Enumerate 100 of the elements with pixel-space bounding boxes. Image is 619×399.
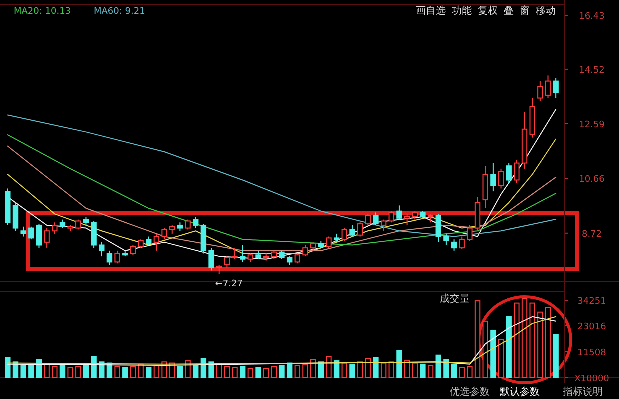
candlestick: [388, 210, 394, 224]
candlestick: [553, 78, 559, 99]
bar: [350, 364, 356, 378]
candlestick: [350, 224, 356, 238]
bar: [553, 334, 559, 378]
candlestick: [193, 216, 199, 229]
text: MA20: 10.13: [14, 7, 72, 17]
annotation: 移动: [536, 5, 556, 17]
bar: [177, 366, 184, 378]
bar: [224, 366, 230, 378]
candlestick: [490, 162, 496, 192]
candlestick: [342, 228, 348, 242]
candlestick: [380, 219, 387, 232]
bar: [506, 316, 512, 378]
bar: [482, 320, 488, 378]
y-tick-label: 8.72: [582, 230, 602, 240]
text: 优选参数: [450, 386, 490, 398]
annotation: 功能: [452, 5, 472, 17]
candlestick: [20, 226, 26, 238]
candlestick: [36, 224, 42, 249]
text: MA60: 9.21: [94, 7, 146, 17]
bar: [60, 365, 66, 378]
y-tick-label: 23016: [578, 322, 607, 332]
candlestick: [208, 248, 214, 272]
bar: [498, 339, 504, 378]
candlestick: [12, 202, 19, 232]
bar: [52, 366, 58, 378]
bar: [530, 302, 536, 378]
candlestick: [154, 233, 160, 252]
candlestick: [91, 220, 97, 249]
bar: [154, 365, 160, 378]
candlestick: [232, 248, 238, 260]
annotation: 窗: [520, 5, 530, 17]
candlestick: [451, 239, 458, 252]
y-tick-label: 10.66: [579, 175, 606, 186]
bar: [467, 366, 473, 378]
bar: [44, 364, 50, 378]
candlestick: [294, 253, 301, 264]
bar: [68, 367, 74, 378]
candlestick: [130, 244, 136, 256]
bar: [365, 358, 371, 378]
bar: [474, 300, 481, 378]
bar: [302, 364, 308, 378]
bar: [522, 298, 528, 378]
bar: [444, 359, 450, 378]
candlestick: [185, 219, 191, 230]
candlestick: [444, 233, 450, 246]
candlestick: [44, 228, 50, 249]
bar: [326, 356, 332, 378]
candlestick: [404, 214, 410, 226]
candlestick: [76, 219, 82, 230]
bar: [193, 365, 199, 378]
bar: [130, 366, 136, 378]
text: 默认参数: [499, 386, 540, 398]
bar: [122, 367, 128, 378]
annotation: 复权: [478, 5, 498, 17]
candlestick: [357, 222, 364, 238]
bar: [240, 366, 246, 378]
candlestick: [467, 224, 473, 242]
annotation: 叠: [504, 6, 514, 17]
bar: [428, 365, 434, 378]
bar: [114, 366, 120, 378]
bar: [334, 360, 340, 378]
bar: [263, 368, 270, 378]
candlestick: [240, 244, 246, 263]
bar: [83, 365, 90, 378]
annotation: ←7.27: [215, 279, 243, 290]
bar: [294, 365, 301, 378]
bar: [271, 366, 278, 378]
bar: [76, 366, 82, 378]
candlestick: [162, 228, 168, 240]
bar: [279, 365, 285, 378]
candlestick: [545, 75, 552, 99]
y-tick-label: 11508: [578, 348, 607, 358]
bar: [451, 364, 458, 378]
candlestick: [302, 244, 308, 258]
bar: [545, 307, 552, 378]
bar: [146, 367, 152, 378]
bar: [232, 367, 238, 378]
bar: [459, 367, 465, 378]
bar: [256, 367, 262, 378]
bar: [342, 362, 348, 378]
candlestick: [52, 222, 58, 234]
candlestick: [114, 250, 120, 264]
text: 指标说明: [562, 386, 603, 398]
y-tick-label: X10000: [574, 374, 610, 384]
bar: [538, 312, 544, 378]
candlestick: [498, 168, 504, 190]
candlestick: [28, 226, 34, 240]
candlestick: [224, 256, 230, 268]
candlestick: [326, 236, 332, 249]
candlestick: [216, 264, 222, 275]
y-tick-label: 12.59: [579, 120, 606, 130]
bar: [248, 368, 254, 378]
annotation: 画自选: [416, 5, 446, 17]
bar: [412, 362, 418, 378]
bar: [396, 350, 402, 378]
bar: [138, 364, 144, 378]
candlestick: [373, 212, 379, 226]
bar: [420, 364, 426, 378]
